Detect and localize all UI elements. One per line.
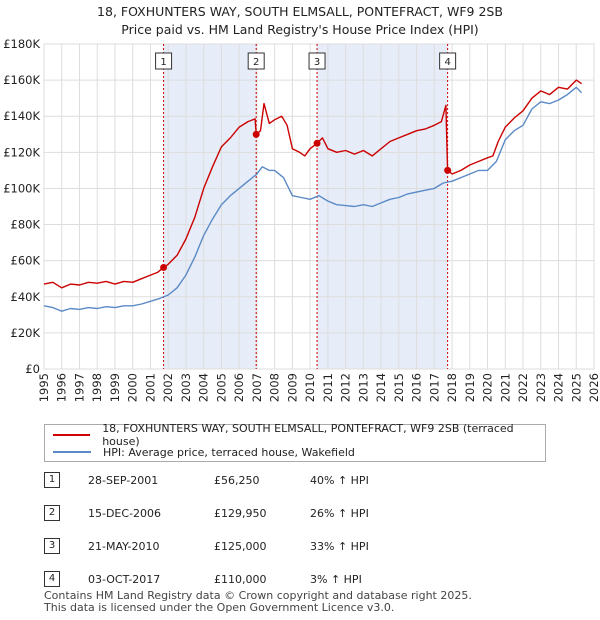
y-tick-label: £0 [25, 362, 40, 376]
y-tick-label: £120K [3, 145, 40, 159]
price-chart: £0 £20K £40K £60K £80K £100K £120K £140K £160K £1… [3, 37, 600, 402]
property-price-line [43, 79, 582, 289]
sale-point [444, 166, 452, 174]
sale-date: 28-SEP-2001 [88, 474, 159, 487]
x-tick-label: 2019 [463, 373, 477, 402]
shaded-period [317, 44, 448, 369]
x-tick-label: 2003 [179, 373, 193, 402]
y-tick-label: £80K [11, 218, 41, 232]
x-tick-label: 1998 [90, 373, 104, 402]
y-tick-label: £140K [3, 109, 40, 123]
sale-row: 3 21-MAY-2010 £125,000 33% ↑ HPI [44, 538, 564, 556]
x-tick-label: 2004 [197, 373, 211, 402]
x-tick-label: 1999 [108, 373, 122, 402]
sale-number-box [247, 52, 265, 70]
x-tick-label: 2021 [498, 373, 512, 402]
legend-swatch-hpi [53, 451, 91, 453]
sale-date: 21-MAY-2010 [88, 540, 160, 553]
x-tick-label: 2002 [161, 373, 175, 402]
x-tick-label: 2022 [516, 373, 530, 402]
x-tick-label: 2015 [392, 373, 406, 402]
x-tick-label: 2025 [569, 373, 583, 402]
y-tick-label: £20K [11, 326, 41, 340]
x-tick-label: 2007 [250, 373, 264, 402]
sale-price: £129,950 [214, 507, 267, 520]
x-tick-label: 2023 [534, 373, 548, 402]
chart-legend: 18, FOXHUNTERS WAY, SOUTH ELMSALL, PONTE… [44, 422, 546, 462]
sale-row: 4 03-OCT-2017 £110,000 3% ↑ HPI [44, 571, 564, 589]
y-tick-label: £60K [11, 254, 41, 268]
y-tick-label: £100K [3, 181, 40, 195]
x-tick-label: 2009 [285, 373, 299, 402]
footer-copyright: Contains HM Land Registry data © Crown c… [44, 589, 472, 602]
sale-number-badge: 2 [44, 505, 60, 521]
chart-title-line1: 18, FOXHUNTERS WAY, SOUTH ELMSALL, PONTE… [97, 4, 503, 19]
x-tick-label: 2000 [126, 373, 140, 402]
x-tick-label: 2018 [445, 373, 459, 402]
x-tick-label: 2010 [303, 373, 317, 402]
sale-hpi-change: 3% ↑ HPI [310, 573, 362, 586]
x-tick-label: 1996 [55, 373, 69, 402]
legend-swatch-property [53, 434, 91, 436]
sale-number-box [439, 52, 457, 70]
x-tick-label: 2014 [374, 373, 388, 402]
x-tick-label: 2011 [321, 373, 335, 402]
x-tick-label: 2020 [481, 373, 495, 402]
x-tick-label: 1995 [37, 373, 51, 402]
legend-label-hpi: HPI: Average price, terraced house, Wake… [103, 445, 355, 459]
sale-point [313, 139, 321, 147]
footer-attribution: Contains HM Land Registry data © Crown c… [44, 590, 472, 614]
sale-row: 2 15-DEC-2006 £129,950 26% ↑ HPI [44, 505, 564, 523]
x-tick-label: 2024 [552, 373, 566, 402]
sale-price: £110,000 [214, 573, 267, 586]
legend-item-property: 18, FOXHUNTERS WAY, SOUTH ELMSALL, PONTE… [53, 422, 545, 448]
sale-hpi-change: 40% ↑ HPI [310, 474, 369, 487]
sale-point [252, 130, 260, 138]
x-tick-label: 2005 [214, 373, 228, 402]
x-tick-label: 1997 [72, 373, 86, 402]
sale-date: 15-DEC-2006 [88, 507, 162, 520]
x-tick-label: 2006 [232, 373, 246, 402]
sale-hpi-change: 26% ↑ HPI [310, 507, 369, 520]
x-tick-label: 2012 [339, 373, 353, 402]
footer-licence: This data is licensed under the Open Gov… [44, 601, 395, 614]
sale-point [160, 263, 168, 271]
y-tick-label: £180K [3, 37, 40, 51]
sale-number-badge: 1 [44, 472, 60, 488]
sale-hpi-change: 33% ↑ HPI [310, 540, 369, 553]
y-tick-label: £40K [11, 290, 41, 304]
legend-item-hpi: HPI: Average price, terraced house, Wake… [53, 444, 355, 460]
x-tick-label: 2008 [268, 373, 282, 402]
hpi-line [43, 86, 583, 312]
x-tick-label: 2001 [143, 373, 157, 402]
legend-label-property: 18, FOXHUNTERS WAY, SOUTH ELMSALL, PONTE… [102, 422, 514, 448]
sale-price: £56,250 [214, 474, 260, 487]
y-tick-label: £160K [3, 73, 40, 87]
sale-number-label: 3 [314, 57, 320, 68]
sale-number-box [155, 52, 173, 70]
x-tick-label: 2016 [410, 373, 424, 402]
x-tick-label: 2026 [587, 373, 600, 402]
chart-title-line2: Price paid vs. HM Land Registry's House … [121, 22, 479, 37]
sale-number-label: 4 [444, 57, 450, 68]
sale-date: 03-OCT-2017 [88, 573, 161, 586]
sale-number-badge: 4 [44, 571, 60, 587]
x-tick-label: 2013 [356, 373, 370, 402]
shaded-period [163, 44, 257, 369]
sale-number-label: 2 [253, 57, 259, 68]
sale-row: 1 28-SEP-2001 £56,250 40% ↑ HPI [44, 472, 564, 490]
sale-price: £125,000 [214, 540, 267, 553]
sale-number-label: 1 [160, 57, 166, 68]
x-tick-label: 2017 [427, 373, 441, 402]
sale-number-badge: 3 [44, 538, 60, 554]
sale-number-box [308, 52, 326, 70]
